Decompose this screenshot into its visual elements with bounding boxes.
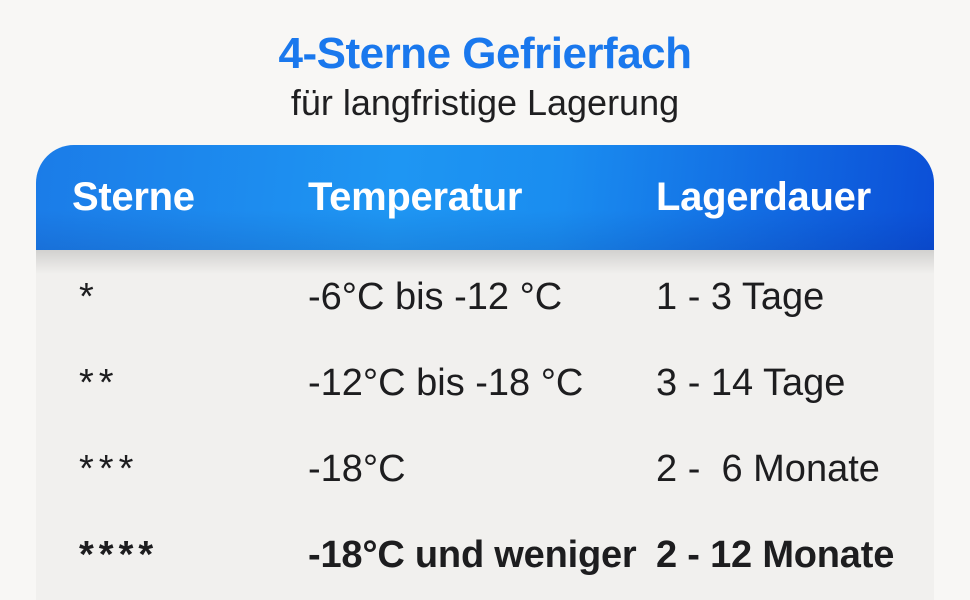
stars-cell: **** [79, 533, 159, 576]
table-row-4-stars: **** -18°C und weniger 2 - 12 Monate [36, 512, 934, 598]
freezer-rating-table: Sterne Temperatur Lagerdauer * -6°C bis … [36, 145, 934, 600]
temperature-cell: -18°C [308, 447, 406, 490]
table-header-row: Sterne Temperatur Lagerdauer [36, 145, 934, 250]
stars-cell: * [79, 275, 99, 318]
duration-cell: 1 - 3 Tage [656, 275, 825, 318]
duration-cell: 2 - 6 Monate [656, 447, 880, 490]
table-row-2-stars: ** -12°C bis -18 °C 3 - 14 Tage [36, 340, 934, 426]
column-header-temperatur: Temperatur [308, 175, 523, 219]
duration-cell: 2 - 12 Monate [656, 533, 895, 576]
page-title: 4-Sterne Gefrierfach [278, 29, 692, 78]
table-body: * -6°C bis -12 °C 1 - 3 Tage ** -12°C bi… [36, 250, 934, 600]
stars-cell: *** [79, 447, 139, 490]
column-header-lagerdauer: Lagerdauer [656, 175, 871, 219]
table-row-1-star: * -6°C bis -12 °C 1 - 3 Tage [36, 254, 934, 340]
column-header-sterne: Sterne [72, 175, 195, 219]
duration-cell: 3 - 14 Tage [656, 361, 846, 404]
temperature-cell: -12°C bis -18 °C [308, 361, 584, 404]
page-subtitle: für langfristige Lagerung [290, 82, 680, 123]
table-row-3-stars: *** -18°C 2 - 6 Monate [36, 426, 934, 512]
temperature-cell: -6°C bis -12 °C [308, 275, 563, 318]
temperature-cell: -18°C und weniger [308, 533, 637, 576]
stars-cell: ** [79, 361, 119, 404]
